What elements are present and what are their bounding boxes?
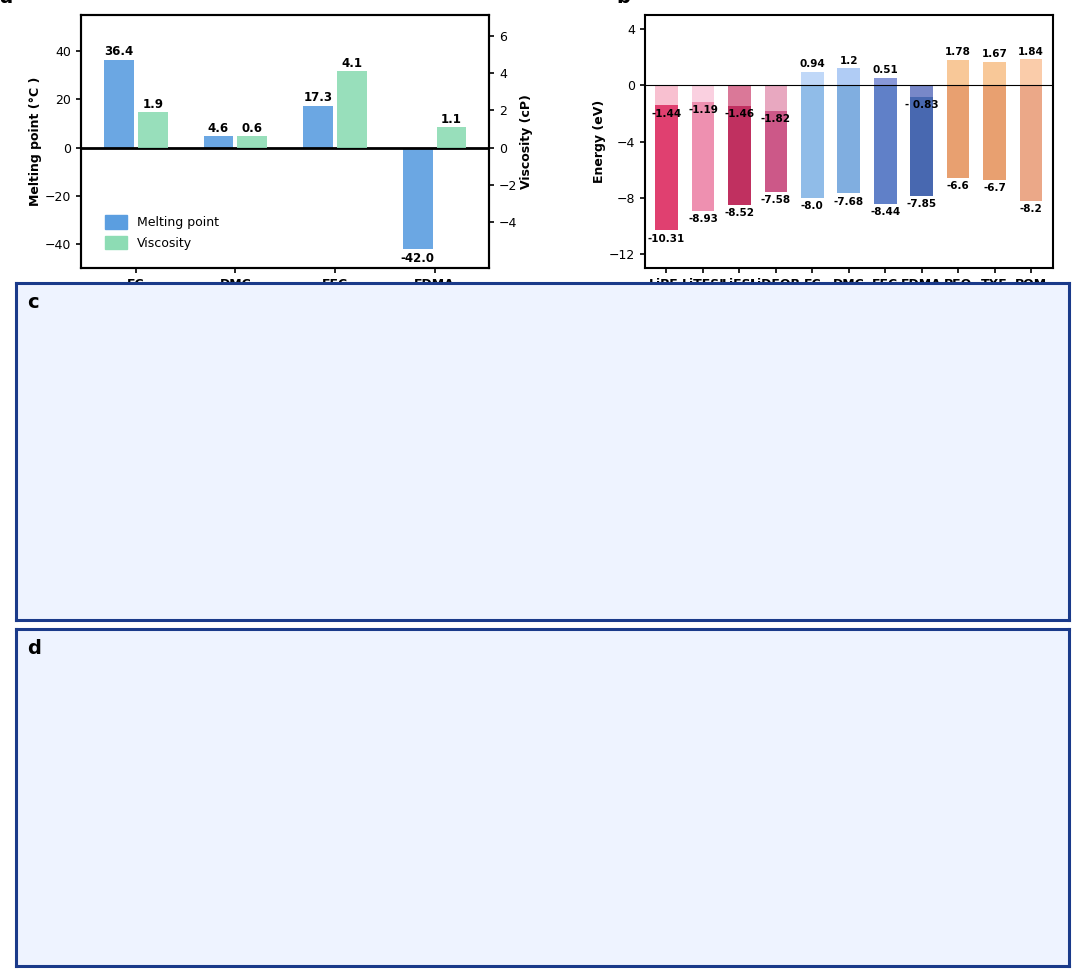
Text: a: a: [0, 0, 13, 7]
Legend: Melting point, Viscosity: Melting point, Viscosity: [99, 210, 224, 255]
Bar: [984, 85, 1005, 180]
Text: b: b: [616, 0, 630, 7]
Bar: [765, 85, 787, 111]
Y-axis label: Energy (eV): Energy (eV): [593, 100, 606, 183]
Bar: [728, 85, 751, 105]
Bar: [837, 68, 860, 85]
Text: 0.6: 0.6: [242, 122, 262, 136]
Text: -8.93: -8.93: [688, 214, 718, 224]
Text: -8.2: -8.2: [1020, 204, 1042, 214]
Bar: [765, 85, 787, 192]
Bar: [1020, 85, 1042, 201]
Bar: [691, 85, 714, 211]
Text: 1.2: 1.2: [839, 56, 858, 65]
Text: - 0.83: - 0.83: [905, 100, 939, 110]
Bar: [104, 60, 134, 147]
Bar: [656, 85, 678, 105]
Bar: [337, 71, 367, 147]
Text: 0.51: 0.51: [873, 65, 899, 75]
Bar: [801, 72, 824, 85]
Text: -42.0: -42.0: [401, 252, 434, 264]
Text: 36.4: 36.4: [105, 45, 134, 58]
Bar: [203, 137, 233, 147]
Text: -7.85: -7.85: [907, 199, 936, 209]
Bar: [910, 85, 933, 97]
Bar: [238, 137, 267, 147]
Text: 1.9: 1.9: [143, 99, 163, 111]
Text: 4.6: 4.6: [208, 121, 229, 135]
Y-axis label: Melting point (°C ): Melting point (°C ): [29, 77, 42, 206]
Text: 1.67: 1.67: [982, 49, 1008, 59]
Text: 1.84: 1.84: [1018, 47, 1044, 57]
Text: c: c: [27, 293, 39, 312]
Text: 0.94: 0.94: [799, 60, 825, 69]
Bar: [403, 147, 433, 249]
Bar: [801, 85, 824, 198]
Y-axis label: Viscosity (cP): Viscosity (cP): [521, 94, 534, 189]
Text: -1.19: -1.19: [688, 105, 718, 115]
Bar: [1020, 60, 1042, 85]
Text: -7.58: -7.58: [760, 195, 791, 205]
Bar: [947, 61, 970, 85]
Bar: [436, 127, 467, 147]
Bar: [837, 85, 860, 193]
Text: 4.1: 4.1: [341, 58, 363, 70]
Text: d: d: [27, 639, 41, 658]
Text: -10.31: -10.31: [648, 233, 685, 244]
Bar: [691, 85, 714, 102]
Bar: [874, 78, 896, 85]
Text: -7.68: -7.68: [834, 196, 864, 207]
Text: 17.3: 17.3: [303, 91, 333, 103]
Bar: [656, 85, 678, 230]
Text: -1.82: -1.82: [761, 114, 791, 124]
Bar: [138, 112, 167, 147]
Bar: [910, 85, 933, 196]
Bar: [984, 61, 1005, 85]
Text: -8.0: -8.0: [801, 201, 824, 211]
Text: -8.44: -8.44: [870, 207, 901, 218]
Text: -8.52: -8.52: [725, 208, 755, 219]
Bar: [728, 85, 751, 205]
Text: -6.7: -6.7: [983, 183, 1007, 192]
Text: -1.46: -1.46: [725, 108, 755, 119]
Text: -1.44: -1.44: [651, 108, 681, 118]
Bar: [303, 105, 333, 147]
Text: 1.1: 1.1: [441, 113, 462, 126]
Text: 1.78: 1.78: [945, 48, 971, 58]
Bar: [947, 85, 970, 179]
Bar: [874, 85, 896, 204]
Text: -6.6: -6.6: [947, 182, 970, 191]
